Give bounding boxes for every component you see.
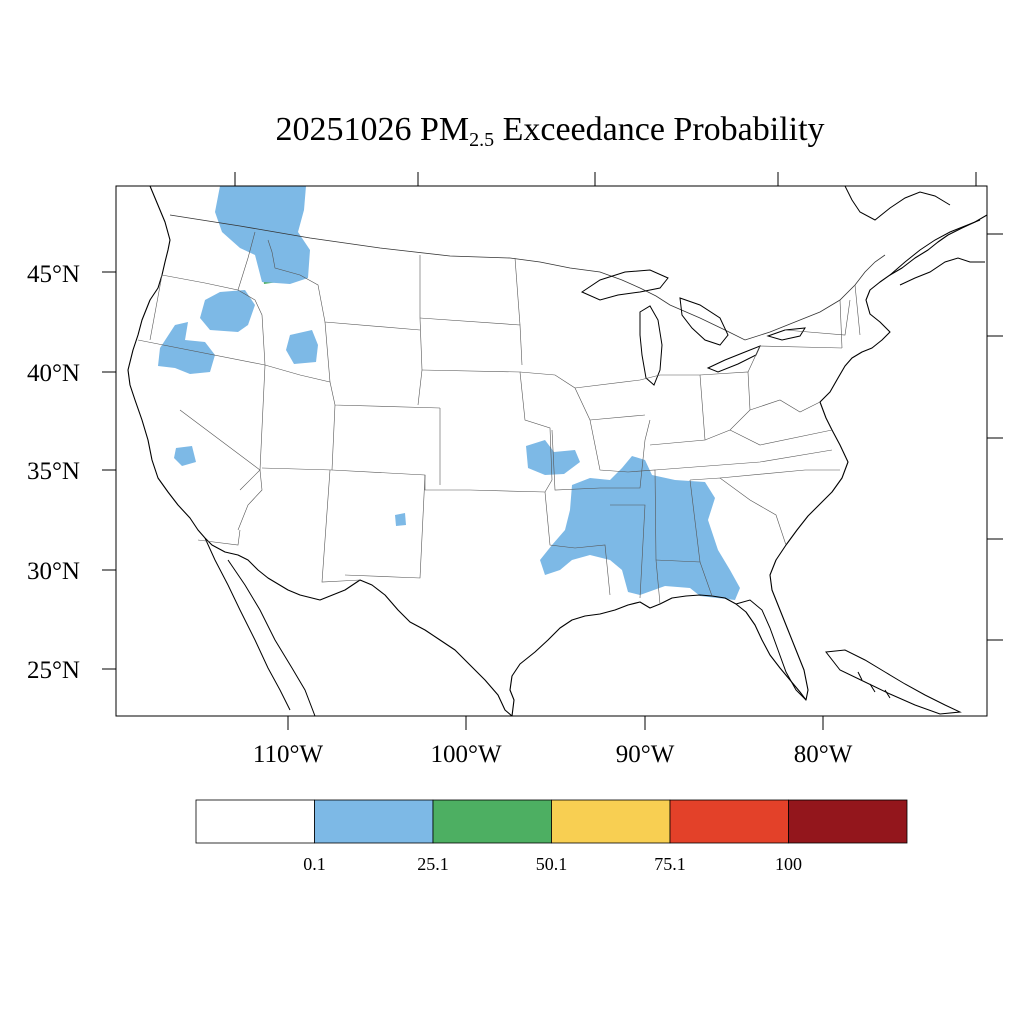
longitude-label: 80°W	[794, 741, 853, 768]
probability-area-blue	[540, 456, 740, 600]
longitude-label: 110°W	[253, 741, 324, 768]
latitude-label: 40°N	[27, 360, 80, 387]
probability-area-blue	[395, 513, 406, 526]
colorbar-label: 25.1	[417, 854, 449, 874]
colorbar-label: 75.1	[654, 854, 686, 874]
colorbar-label: 0.1	[303, 854, 326, 874]
map-frame	[115, 185, 988, 717]
colorbar	[195, 799, 908, 844]
title-date: 20251026	[275, 111, 412, 148]
latitude-label: 35°N	[27, 458, 80, 485]
title-species-subscript: 2.5	[469, 129, 495, 151]
probability-area-blue	[215, 186, 310, 284]
colorbar-label: 50.1	[536, 854, 568, 874]
probability-area-blue	[174, 446, 196, 466]
colorbar-bin	[669, 799, 789, 844]
us-outline	[127, 186, 987, 716]
lake-erie	[706, 345, 761, 373]
colorbar-label: 100	[775, 854, 802, 874]
map-body	[127, 186, 987, 716]
bahamas	[857, 671, 891, 699]
colorbar-bin	[195, 799, 315, 844]
probability-area-blue	[200, 290, 255, 332]
mexico-coast	[227, 559, 316, 716]
state-boundaries	[137, 231, 861, 605]
longitude-label: 100°W	[430, 741, 501, 768]
lake-michigan	[639, 305, 663, 386]
latitude-label: 45°N	[27, 261, 80, 288]
latitude-label: 25°N	[27, 657, 80, 684]
florida-peninsula	[735, 599, 807, 701]
colorbar-bin	[432, 799, 552, 844]
colorbar-bin	[551, 799, 671, 844]
title-species: PM	[419, 111, 470, 148]
lake-ontario	[766, 327, 806, 341]
colorbar-bin	[788, 799, 908, 844]
colorbar-bin	[314, 799, 434, 844]
probability-area-blue	[286, 330, 318, 364]
longitude-label: 90°W	[616, 741, 675, 768]
lake-huron	[679, 297, 729, 346]
latitude-label: 30°N	[27, 558, 80, 585]
longitude-labels: 110°W 100°W 90°W 80°W	[253, 741, 853, 768]
probability-area-blue	[526, 440, 580, 475]
axis-ticks	[102, 172, 1003, 730]
lake-superior	[580, 269, 669, 301]
hudson-coast	[844, 186, 951, 221]
map-title: 20251026 PM2.5 Exceedance Probability	[0, 108, 1024, 162]
cuba	[825, 649, 962, 715]
baja-california	[204, 537, 291, 711]
maritimes-coast	[889, 219, 985, 286]
canada-border	[169, 214, 886, 341]
colorbar-labels: 0.1 25.1 50.1 75.1 100	[303, 854, 802, 874]
latitude-labels: 45°N 40°N 35°N 30°N 25°N	[27, 261, 80, 684]
title-suffix: Exceedance Probability	[502, 111, 825, 148]
probability-area-blue	[158, 322, 215, 374]
